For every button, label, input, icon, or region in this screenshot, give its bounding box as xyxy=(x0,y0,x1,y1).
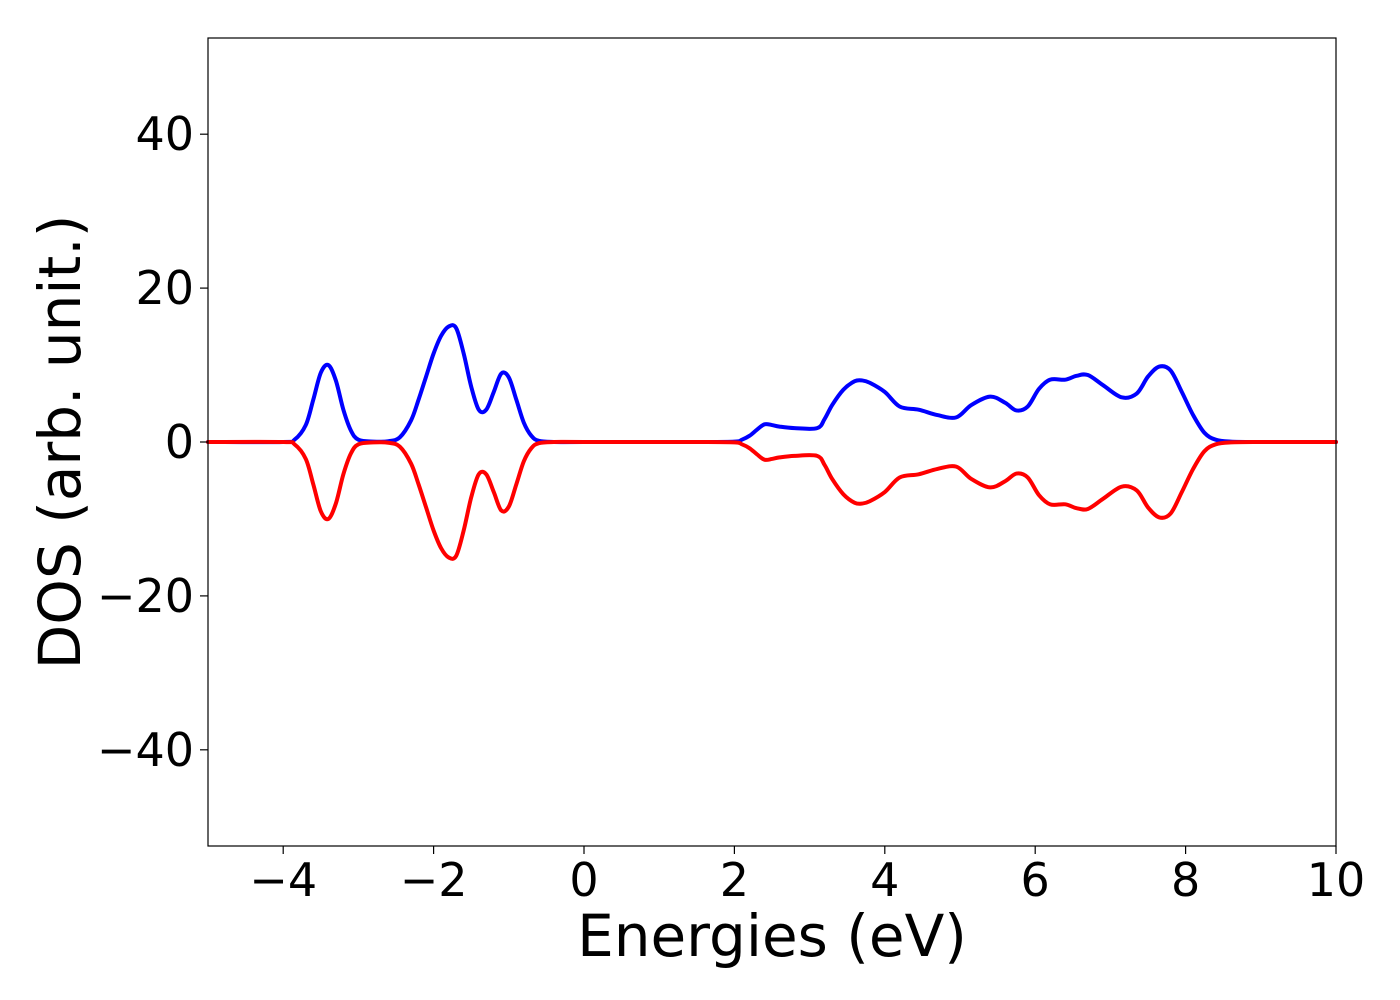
series-line-spin-down xyxy=(206,439,1338,561)
x-tick-label: 2 xyxy=(720,853,749,907)
x-tick-label: 6 xyxy=(1021,853,1050,907)
x-tick-label: 10 xyxy=(1307,853,1366,907)
y-ticks: −40 −20 0 20 40 xyxy=(97,107,208,777)
y-tick-label: 0 xyxy=(165,415,194,469)
y-tick-label: −20 xyxy=(97,569,194,623)
x-tick-label: −2 xyxy=(400,853,468,907)
x-axis-title: Energies (eV) xyxy=(577,902,967,970)
y-tick-label: 40 xyxy=(135,107,194,161)
y-tick-label: 20 xyxy=(135,261,194,315)
plot-frame xyxy=(207,37,1337,847)
x-tick-label: −4 xyxy=(249,853,317,907)
x-ticks: −4 −2 0 2 4 6 8 10 xyxy=(249,846,1365,907)
x-tick-label: 0 xyxy=(569,853,598,907)
y-axis-title: DOS (arb. unit.) xyxy=(26,215,94,670)
y-tick-label: −40 xyxy=(97,723,194,777)
series-line-spin-up xyxy=(206,323,1338,445)
x-tick-label: 8 xyxy=(1171,853,1200,907)
series-group xyxy=(206,323,1338,561)
x-tick-label: 4 xyxy=(870,853,899,907)
